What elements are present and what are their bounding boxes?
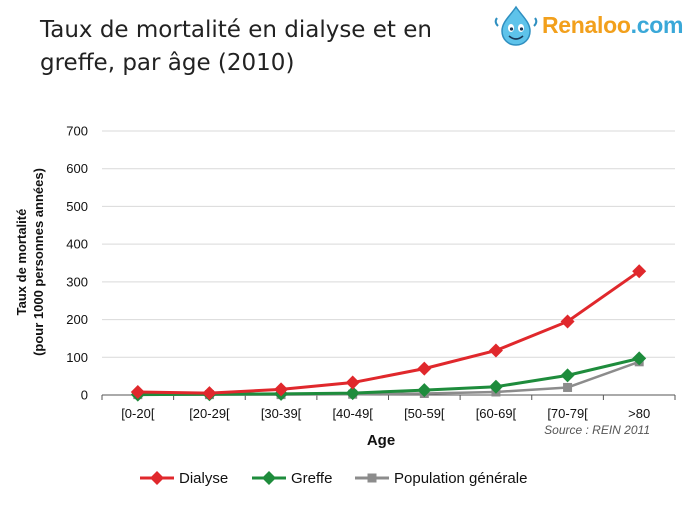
y-tick-label-300: 300 bbox=[66, 274, 88, 289]
y-tick-label-0: 0 bbox=[81, 388, 88, 403]
data-point-greffe-5 bbox=[488, 379, 503, 394]
data-point-dialyse-5 bbox=[488, 343, 503, 358]
legend-marker-greffe bbox=[262, 471, 276, 485]
data-point-dialyse-2 bbox=[274, 382, 289, 397]
y-axis-title-line-1: Taux de mortalité bbox=[14, 209, 29, 316]
legend-label-dialyse: Dialyse bbox=[179, 470, 228, 487]
y-tick-label-500: 500 bbox=[66, 199, 88, 214]
data-point-dialyse-7 bbox=[632, 264, 647, 279]
logo-text-part-1: Renaloo bbox=[542, 12, 631, 38]
data-point-greffe-6 bbox=[560, 368, 575, 383]
x-tick-label-5: [60-69[ bbox=[476, 406, 517, 421]
data-point-dialyse-4 bbox=[417, 361, 432, 376]
data-point-dialyse-6 bbox=[560, 314, 575, 329]
data-point-population-g-n-rale-6 bbox=[563, 382, 573, 392]
chart-series bbox=[130, 264, 647, 402]
x-axis-title: Age bbox=[367, 432, 395, 449]
slide-title: Taux de mortalité en dialyse et en greff… bbox=[40, 14, 460, 80]
y-axis-title-line-2: (pour 1000 personnes années) bbox=[31, 168, 46, 356]
renaloo-logo[interactable]: Renaloo.com bbox=[492, 4, 683, 48]
y-tick-label-200: 200 bbox=[66, 312, 88, 327]
logo-text-part-2: .com bbox=[630, 12, 684, 38]
y-axis-ticks: 0 100 200 300 400 500 600 700 bbox=[66, 124, 88, 403]
legend-marker-population-g-n-rale bbox=[367, 473, 377, 483]
data-point-dialyse-0 bbox=[130, 384, 145, 399]
x-tick-label-2: [30-39[ bbox=[261, 406, 302, 421]
x-tick-label-6: [70-79[ bbox=[547, 406, 588, 421]
data-point-greffe-3 bbox=[345, 386, 360, 401]
chart-gridlines bbox=[102, 130, 675, 358]
data-point-dialyse-3 bbox=[345, 375, 360, 390]
legend-label-greffe: Greffe bbox=[291, 470, 332, 487]
source-note: Source : REIN 2011 bbox=[544, 423, 650, 437]
smiling-droplet-mascot-icon bbox=[494, 5, 538, 46]
y-tick-label-100: 100 bbox=[66, 350, 88, 365]
x-axis-ticks: [0-20[ [20-29[ [30-39[ [40-49[ [50-59[ [60-69… bbox=[101, 395, 676, 421]
x-tick-label-4: [50-59[ bbox=[404, 406, 445, 421]
series-line-dialyse bbox=[137, 270, 641, 395]
data-point-dialyse-1 bbox=[202, 386, 217, 401]
chart-legend: Dialyse Greffe Population générale bbox=[140, 470, 527, 487]
data-point-greffe-4 bbox=[417, 383, 432, 398]
x-tick-label-0: [0-20[ bbox=[121, 406, 155, 421]
x-tick-label-1: [20-29[ bbox=[189, 406, 230, 421]
series-dialyse bbox=[130, 264, 647, 401]
data-point-greffe-7 bbox=[632, 351, 647, 366]
slide-title-line-1: Taux de mortalité en dialyse et en bbox=[40, 17, 432, 43]
legend-label-population-g-n-rale: Population générale bbox=[394, 470, 527, 487]
y-tick-label-400: 400 bbox=[66, 237, 88, 252]
legend-marker-dialyse bbox=[150, 471, 164, 485]
y-tick-label-700: 700 bbox=[66, 124, 88, 139]
x-tick-label-7: >80 bbox=[628, 406, 650, 421]
series-line-greffe bbox=[137, 356, 640, 397]
x-tick-label-3: [40-49[ bbox=[332, 406, 373, 421]
slide-title-line-2: greffe, par âge (2010) bbox=[40, 50, 295, 76]
logo-text: Renaloo.com bbox=[542, 12, 683, 39]
y-tick-label-600: 600 bbox=[66, 161, 88, 176]
